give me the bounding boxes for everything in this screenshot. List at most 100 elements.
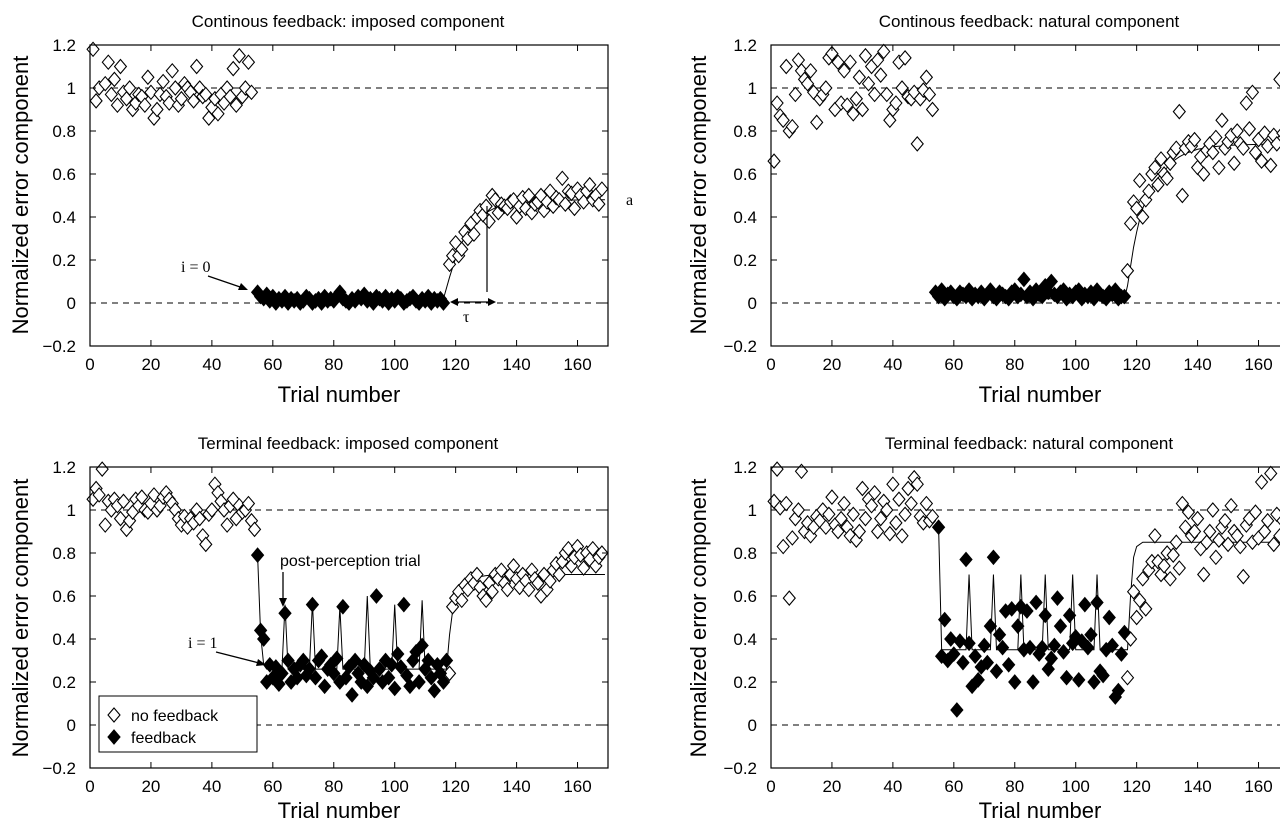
no-feedback-point	[1264, 465, 1278, 482]
y-tick-label: 0.4	[52, 208, 76, 227]
feedback-point	[412, 674, 426, 690]
no-feedback-point	[785, 118, 800, 135]
feedback-point	[1047, 637, 1062, 654]
x-tick-label: 160	[1244, 777, 1272, 796]
no-feedback-point	[122, 80, 137, 96]
no-feedback-point	[1148, 527, 1162, 544]
annotation-tau: τ	[463, 309, 470, 326]
feedback-point	[366, 669, 381, 686]
x-tick-label: 0	[766, 355, 775, 374]
no-feedback-point	[479, 198, 493, 215]
no-feedback-point	[104, 86, 119, 103]
x-tick-label: 20	[822, 777, 841, 796]
no-feedback-point	[1151, 553, 1165, 570]
no-feedback-point	[855, 101, 870, 118]
y-tick-label: 0	[748, 294, 757, 313]
feedback-point	[1072, 672, 1086, 688]
no-feedback-point	[1276, 128, 1280, 138]
y-tick-label: 0.2	[733, 251, 757, 270]
no-feedback-point	[199, 536, 213, 553]
x-tick-label: 80	[324, 355, 343, 374]
no-feedback-point	[1242, 121, 1257, 137]
no-feedback-point	[567, 200, 582, 217]
no-feedback-point	[1264, 157, 1278, 174]
y-tick-label: 0.4	[52, 630, 76, 649]
x-tick-label: 120	[441, 355, 469, 374]
feedback-point	[944, 631, 958, 647]
no-feedback-point	[822, 506, 836, 523]
feedback-point	[1096, 667, 1110, 684]
no-feedback-point	[1209, 549, 1223, 566]
x-tick-label: 0	[85, 355, 94, 374]
no-feedback-point	[1126, 583, 1141, 600]
panel-title: Continous feedback: imposed component	[192, 12, 505, 31]
feedback-point	[931, 519, 946, 536]
no-feedback-point	[1218, 512, 1232, 529]
no-feedback-point	[138, 97, 152, 114]
x-tick-label: 60	[263, 355, 282, 374]
no-feedback-point	[785, 530, 800, 546]
x-tick-label: 100	[1062, 777, 1090, 796]
no-feedback-point	[1212, 532, 1226, 548]
x-tick-label: 140	[502, 355, 530, 374]
no-feedback-point	[205, 502, 219, 518]
no-feedback-point	[494, 562, 509, 579]
no-feedback-point	[1129, 200, 1144, 217]
no-feedback-point	[174, 90, 189, 107]
x-tick-label: 140	[1183, 355, 1211, 374]
no-feedback-point	[1257, 125, 1272, 141]
no-feedback-point	[1212, 159, 1226, 176]
plot-frame	[770, 44, 1280, 347]
no-feedback-point	[95, 461, 109, 477]
x-tick-label: 120	[441, 777, 469, 796]
x-tick-label: 60	[944, 777, 963, 796]
no-feedback-point	[870, 523, 885, 540]
no-feedback-point	[1133, 172, 1147, 189]
no-feedback-point	[552, 566, 566, 583]
no-feedback-point	[1248, 504, 1263, 520]
no-feedback-point	[522, 581, 536, 598]
no-feedback-point	[199, 86, 213, 103]
no-feedback-point	[1181, 504, 1196, 520]
no-feedback-point	[1215, 112, 1229, 129]
x-tick-label: 40	[883, 355, 902, 374]
x-tick-label: 60	[944, 355, 963, 374]
no-feedback-point	[92, 487, 106, 503]
no-feedback-point	[168, 80, 182, 96]
no-feedback-point	[1254, 153, 1269, 169]
no-feedback-point	[800, 515, 815, 531]
feedback-point	[956, 654, 970, 671]
x-tick-label: 80	[1005, 355, 1024, 374]
feedback-point	[272, 676, 286, 692]
feedback-point	[436, 674, 451, 690]
y-tick-label: 0	[67, 716, 76, 735]
feedback-point	[959, 551, 973, 568]
no-feedback-point	[883, 525, 897, 542]
no-feedback-point	[776, 538, 790, 555]
x-tick-label: 20	[141, 777, 160, 796]
panel-title: Terminal feedback: natural component	[885, 434, 1173, 453]
y-axis-label: Normalized error component	[8, 479, 33, 758]
x-tick-label: 160	[563, 355, 591, 374]
no-feedback-point	[592, 196, 606, 212]
feedback-point	[278, 605, 292, 622]
x-tick-label: 40	[202, 777, 221, 796]
no-feedback-point	[211, 105, 225, 122]
no-feedback-point	[867, 86, 882, 103]
x-tick-label: 140	[1183, 777, 1211, 796]
no-feedback-point	[834, 510, 848, 527]
no-feedback-point	[895, 80, 909, 96]
feedback-point	[369, 588, 384, 604]
no-feedback-point	[910, 476, 924, 493]
x-tick-label: 40	[202, 355, 221, 374]
no-feedback-point	[232, 47, 246, 64]
no-feedback-point	[98, 75, 112, 92]
feedback-point	[1102, 609, 1116, 626]
feedback-point	[296, 652, 310, 669]
feedback-point	[302, 661, 317, 677]
plot-frame	[770, 466, 1280, 769]
no-feedback-point	[925, 508, 940, 525]
no-feedback-point	[1236, 140, 1250, 157]
no-feedback-point	[1151, 176, 1165, 193]
no-feedback-point	[558, 196, 573, 212]
